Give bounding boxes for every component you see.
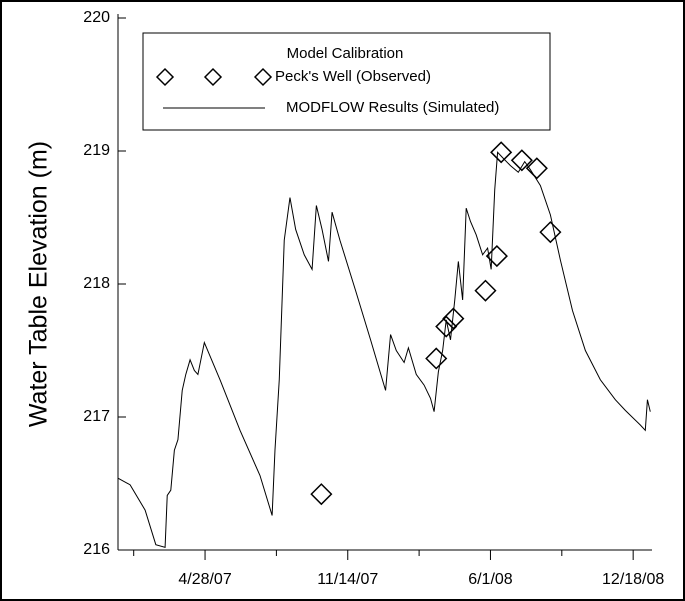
legend-box xyxy=(142,32,551,131)
observed-point xyxy=(510,149,533,172)
legend-title: Model Calibration xyxy=(287,45,404,62)
observed-point xyxy=(310,483,333,506)
y-tick-label: 220 xyxy=(83,9,110,26)
observed-point xyxy=(485,245,508,268)
observed-point xyxy=(425,347,448,370)
legend: Model Calibration Peck's Well (Observed)… xyxy=(142,32,551,131)
observed-point xyxy=(539,221,562,244)
y-tick-label: 216 xyxy=(83,541,110,558)
y-tick-label: 219 xyxy=(83,142,110,159)
observed-point xyxy=(474,279,497,302)
x-tick-label: 4/28/07 xyxy=(178,571,231,588)
observed-point xyxy=(442,307,465,330)
line-series xyxy=(117,151,651,548)
x-tick-label: 11/14/07 xyxy=(317,571,378,588)
y-axis-label: Water Table Elevation (m) xyxy=(25,141,53,427)
y-tick-label: 218 xyxy=(83,275,110,292)
x-tick-label: 12/18/08 xyxy=(602,571,664,588)
observed-point xyxy=(525,157,548,180)
x-tick-label: 6/1/08 xyxy=(468,571,513,588)
y-tick-label: 217 xyxy=(83,408,110,425)
observed-point xyxy=(490,141,513,164)
legend-label: MODFLOW Results (Simulated) xyxy=(286,99,499,116)
legend-label: Peck's Well (Observed) xyxy=(275,68,431,85)
legend-marker xyxy=(155,67,273,87)
